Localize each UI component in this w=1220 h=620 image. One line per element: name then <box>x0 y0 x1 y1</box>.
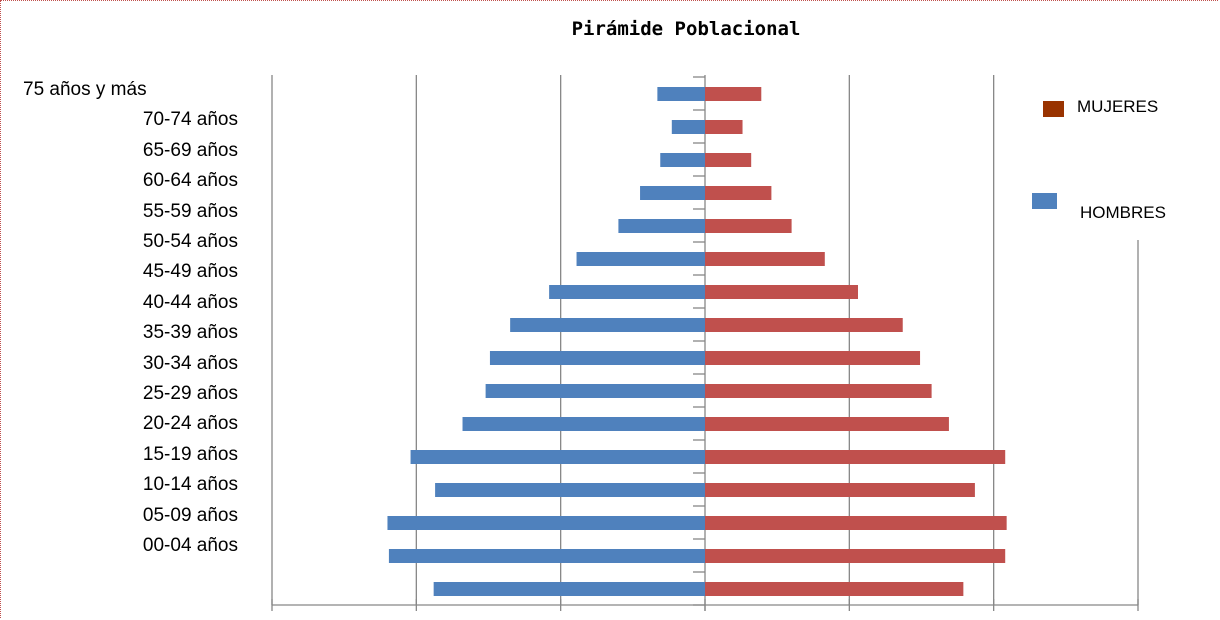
bar-hombres <box>387 516 705 530</box>
bar-hombres <box>489 351 705 365</box>
bar-hombres <box>549 285 705 299</box>
bar-mujeres <box>705 285 858 299</box>
bar-mujeres <box>705 87 762 101</box>
legend-label: HOMBRES <box>1080 203 1166 222</box>
bar-mujeres <box>705 186 772 200</box>
bar-mujeres <box>705 417 949 431</box>
bar-hombres <box>510 318 705 332</box>
bar-hombres <box>618 219 705 233</box>
bar-mujeres <box>705 318 903 332</box>
category-label: 05-09 años <box>142 504 238 526</box>
bar-hombres <box>410 450 705 464</box>
category-label: 60-64 años <box>142 170 238 192</box>
category-label: 70-74 años <box>142 109 238 131</box>
bar-mujeres <box>705 450 1006 464</box>
bar-mujeres <box>705 219 792 233</box>
category-label: 45-49 años <box>142 261 238 283</box>
bar-hombres <box>671 120 705 134</box>
bar-mujeres <box>705 516 1007 530</box>
bar-mujeres <box>705 483 975 497</box>
legend-label: MUJERES <box>1077 97 1159 116</box>
bar-hombres <box>576 252 705 266</box>
bar-hombres <box>660 153 705 167</box>
category-label: 50-54 años <box>142 231 238 252</box>
category-label: 40-44 años <box>142 291 238 313</box>
category-label: 35-39 años <box>142 322 238 344</box>
bar-mujeres <box>705 120 743 134</box>
category-label: 30-34 años <box>142 352 238 374</box>
bar-mujeres <box>705 252 825 266</box>
legend-swatch <box>1043 101 1064 117</box>
bar-mujeres <box>705 549 1006 563</box>
bar-hombres <box>388 549 705 563</box>
bar-hombres <box>485 384 705 398</box>
category-label: 65-69 años <box>142 139 238 161</box>
chart-title: Pirámide Poblacional <box>571 18 801 40</box>
category-label: 15-19 años <box>142 443 238 465</box>
bar-hombres <box>640 186 705 200</box>
legend-swatch <box>1032 193 1057 209</box>
category-label: 20-24 años <box>142 413 238 435</box>
category-label: 75 años y más <box>23 79 147 100</box>
bar-mujeres <box>705 582 964 596</box>
bar-mujeres <box>705 384 932 398</box>
bar-hombres <box>433 582 705 596</box>
bar-hombres <box>435 483 705 497</box>
bar-hombres <box>462 417 705 431</box>
category-label: 55-59 años <box>142 200 238 222</box>
category-label: 25-29 años <box>142 383 238 404</box>
bar-mujeres <box>705 351 921 365</box>
category-label: 00-04 años <box>142 535 238 556</box>
bar-mujeres <box>705 153 752 167</box>
bar-hombres <box>657 87 705 101</box>
category-label: 10-14 años <box>142 474 238 496</box>
